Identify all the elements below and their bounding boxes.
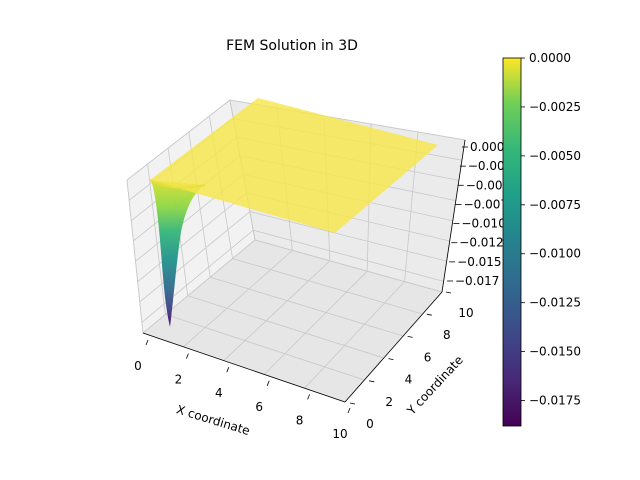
x-tick-label: 10 — [332, 427, 347, 441]
chart-title: FEM Solution in 3D — [226, 38, 358, 54]
gridline-z-left — [137, 192, 247, 282]
x-tick-mark — [226, 367, 230, 373]
z-axis-line — [441, 139, 466, 293]
y-axis-line — [344, 291, 443, 403]
y-tick-mark — [407, 336, 413, 338]
gridline-y — [210, 276, 404, 337]
x-tick-mark — [186, 353, 189, 359]
x-tick-label: 0 — [134, 359, 142, 373]
x-tick-label: 6 — [255, 400, 263, 414]
x-tick-label: 4 — [215, 386, 223, 400]
gridline-x — [183, 250, 293, 348]
z-tick-label: −0.017 — [455, 274, 499, 288]
gridline-z-left — [126, 99, 231, 181]
y-tick-label: 0 — [366, 417, 374, 431]
z-tick-label: −0.010 — [461, 217, 505, 231]
gridline-y — [232, 258, 423, 315]
z-tick-label: −0.007 — [464, 197, 508, 211]
x-tick-mark — [266, 380, 270, 386]
y-tick-mark — [349, 402, 356, 405]
y-tick-mark — [369, 380, 375, 383]
colorbar-tick-label: −0.0025 — [529, 100, 581, 114]
z-tick-label: −0.015 — [457, 255, 501, 269]
x-tick-label: 8 — [296, 413, 304, 427]
y-tick-label: 2 — [385, 395, 393, 409]
colorbar-tick-label: −0.0125 — [529, 296, 581, 310]
gridline-x — [223, 260, 331, 361]
gridline-y-left — [147, 163, 166, 315]
gridline-z — [249, 211, 447, 262]
y-tick-label: 4 — [405, 373, 413, 387]
gridline-z-left — [139, 211, 251, 303]
x-tick-mark — [347, 407, 351, 414]
colorbar-tick-label: 0.0000 — [529, 51, 571, 65]
surface-plateau — [150, 98, 438, 233]
y-tick-label: 10 — [458, 306, 473, 320]
y-tick-label: 6 — [424, 350, 432, 364]
gridline-z — [253, 229, 444, 282]
surface-well — [151, 180, 205, 327]
y-tick-mark — [388, 358, 394, 360]
colorbar: 0.0000 −0.0025 −0.0050 −0.0075 −0.0100 −0.012… — [502, 51, 581, 427]
z-tick-label: −0.002 — [468, 159, 512, 173]
x-axis-line — [142, 332, 346, 403]
colorbar-gradient — [502, 57, 522, 427]
y-tick-mark — [445, 291, 452, 294]
x-axis-label: X coordinate — [175, 402, 252, 438]
gridline-x — [263, 270, 368, 375]
colorbar-tick-label: −0.0175 — [529, 394, 581, 408]
x-tick-mark — [145, 339, 149, 346]
colorbar-ticks: 0.0000 −0.0025 −0.0050 −0.0075 −0.0100 −0.012… — [521, 51, 581, 408]
colorbar-tick-label: −0.0050 — [529, 149, 581, 163]
gridline-x — [304, 281, 405, 389]
colorbar-tick-label: −0.0150 — [529, 345, 581, 359]
y-tick-mark — [426, 313, 432, 316]
surface — [149, 98, 438, 327]
gridline-y — [187, 295, 384, 359]
y-tick-label: 8 — [443, 328, 451, 342]
x-tick-mark — [307, 394, 310, 400]
gridline-y — [254, 239, 443, 293]
x-ticks: 0 2 4 6 8 10 — [134, 339, 351, 441]
z-ticks: 0.000 −0.002 −0.005 −0.007 −0.010 −0.012 −0.01… — [447, 140, 512, 288]
z-tick-label: −0.005 — [466, 178, 510, 192]
gridline-x — [142, 239, 256, 334]
gridline-z-left — [141, 229, 254, 323]
colorbar-tick-label: −0.0075 — [529, 198, 581, 212]
z-tick-label: 0.000 — [470, 140, 504, 154]
z-tick-label: −0.012 — [459, 236, 503, 250]
axis-lines — [142, 139, 466, 403]
colorbar-tick-label: −0.0100 — [529, 247, 581, 261]
x-tick-label: 2 — [175, 373, 183, 387]
surface-well-rim — [149, 179, 206, 189]
y-axis-label: Y coordinate — [404, 353, 466, 418]
gridline-y — [165, 314, 365, 381]
gridline-y-left — [126, 179, 144, 334]
